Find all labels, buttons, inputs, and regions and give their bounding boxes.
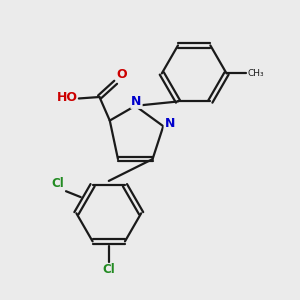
Text: Cl: Cl [52,177,64,190]
Text: O: O [117,68,127,81]
Text: HO: HO [56,92,77,104]
Text: N: N [131,95,142,108]
Text: CH₃: CH₃ [247,69,264,78]
Text: Cl: Cl [102,263,115,276]
Text: N: N [165,117,175,130]
